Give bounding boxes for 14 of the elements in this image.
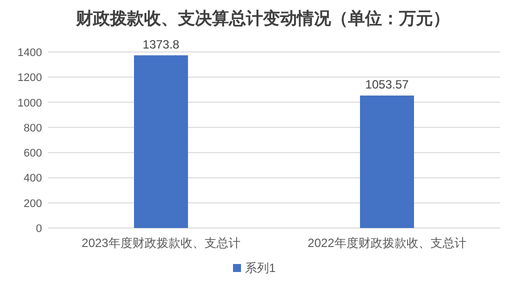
data-label: 1053.57	[365, 78, 410, 92]
y-tick-label: 800	[24, 122, 42, 134]
legend-label: 系列1	[245, 261, 276, 275]
y-tick-label: 1200	[18, 72, 42, 84]
y-tick-label: 400	[24, 172, 42, 185]
y-tick-label: 600	[24, 148, 42, 160]
data-label: 1373.8	[142, 37, 180, 52]
y-tick-label: 0	[36, 223, 42, 235]
x-tick-label: 2022年度财政拨款收、支总计	[308, 236, 466, 250]
x-tick-label: 2023年度财政拨款收、支总计	[82, 236, 240, 250]
chart-title: 财政拨款收、支决算总计变动情况（单位：万元）	[75, 9, 450, 28]
y-tick-label: 1400	[18, 47, 42, 59]
y-tick-label: 1000	[18, 97, 42, 110]
y-tick-label: 200	[24, 198, 42, 210]
